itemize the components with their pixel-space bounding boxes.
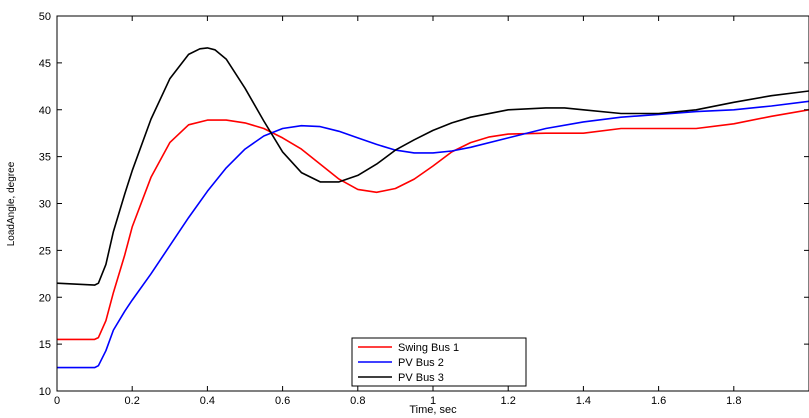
x-tick-label: 0.2 (125, 395, 140, 407)
x-tick-label: 1.8 (726, 395, 741, 407)
x-axis-label: Time, sec (409, 404, 457, 416)
y-tick-label: 35 (39, 152, 51, 164)
plot-background (57, 16, 809, 391)
legend-label: PV Bus 3 (398, 372, 444, 384)
y-tick-label: 50 (39, 11, 51, 23)
y-tick-label: 15 (39, 339, 51, 351)
tick-layer: 0 0.2 0.4 0.6 0.8 1 1.2 1.4 1.6 1.8 10 15 20 25 30 35 40… (39, 11, 809, 407)
y-tick-label: 40 (39, 105, 51, 117)
x-tick-label: 0.6 (275, 395, 290, 407)
series-layer (56, 47, 809, 369)
legend-label: Swing Bus 1 (398, 342, 459, 354)
y-tick-label: 25 (39, 245, 51, 257)
x-tick-label: 0 (54, 395, 60, 407)
y-axis-label: LoadAngle, degree (6, 161, 17, 246)
x-tick-label: 1.4 (576, 395, 591, 407)
x-tick-label: 1.2 (501, 395, 516, 407)
x-tick-label: 0.4 (200, 395, 215, 407)
x-tick-label: 1.6 (651, 395, 666, 407)
x-tick-label: 0.8 (350, 395, 365, 407)
y-tick-label: 30 (39, 199, 51, 211)
series-line-2 (57, 100, 809, 369)
y-tick-label: 10 (39, 386, 51, 398)
series-line-3 (56, 47, 809, 286)
legend-label: PV Bus 2 (398, 357, 444, 369)
series-line-1 (57, 109, 809, 341)
y-tick-label: 45 (39, 58, 51, 70)
y-tick-label: 20 (39, 292, 51, 304)
x-tick-label: 1 (430, 395, 436, 407)
legend: Swing Bus 1 PV Bus 2 PV Bus 3 (351, 337, 527, 387)
